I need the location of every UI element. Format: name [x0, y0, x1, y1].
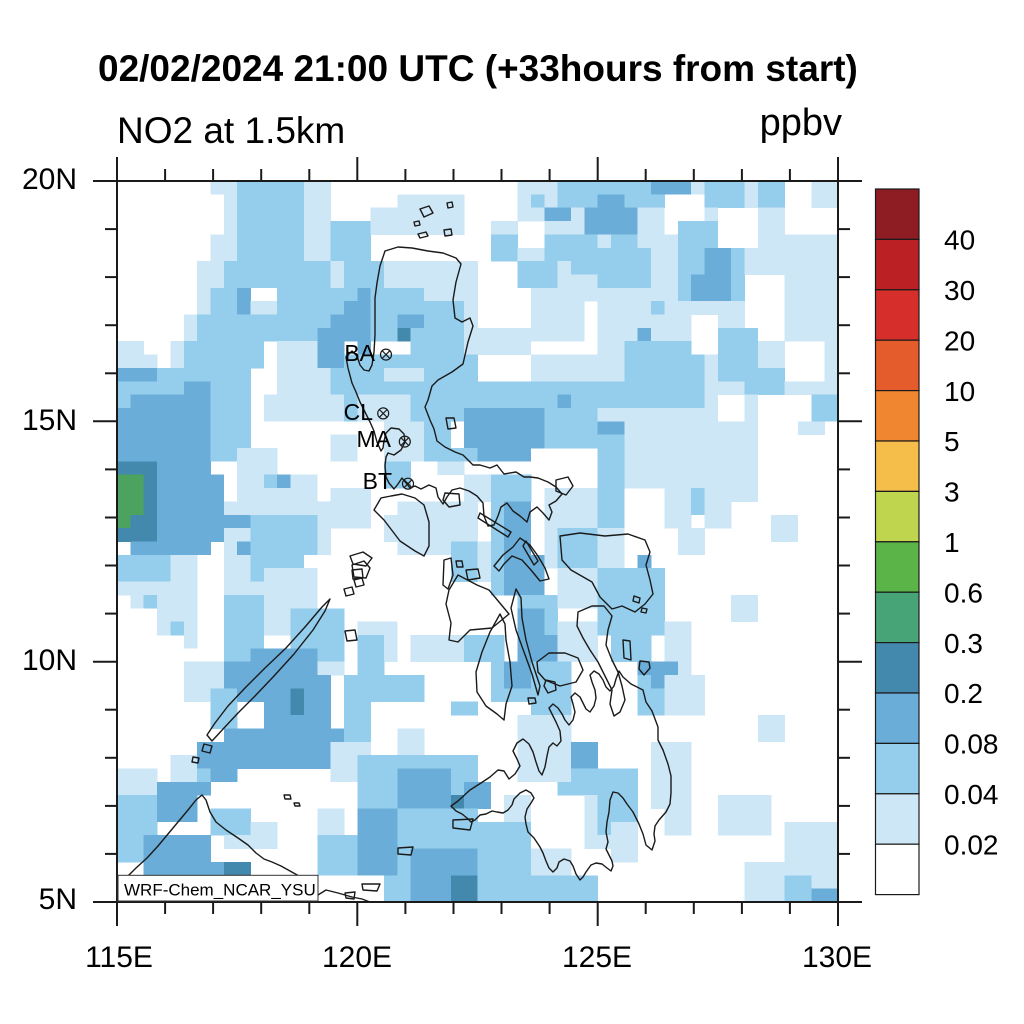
svg-text:20N: 20N [22, 163, 77, 196]
svg-text:15N: 15N [22, 404, 77, 437]
svg-text:10: 10 [944, 376, 975, 407]
svg-text:0.04: 0.04 [944, 779, 999, 810]
svg-text:125E: 125E [562, 941, 632, 974]
svg-text:130E: 130E [802, 941, 872, 974]
svg-text:30: 30 [944, 275, 975, 306]
svg-text:ppbv: ppbv [760, 102, 842, 144]
svg-text:0.2: 0.2 [944, 678, 983, 709]
svg-text:1: 1 [944, 527, 960, 558]
svg-text:0.02: 0.02 [944, 829, 999, 860]
svg-text:0.6: 0.6 [944, 577, 983, 608]
svg-text:10N: 10N [22, 644, 77, 677]
svg-text:MA: MA [357, 426, 392, 452]
svg-text:BT: BT [363, 468, 392, 494]
svg-text:5N: 5N [39, 883, 77, 916]
svg-text:02/02/2024 21:00 UTC (+33hours: 02/02/2024 21:00 UTC (+33hours from star… [98, 48, 858, 89]
svg-text:0.08: 0.08 [944, 729, 999, 760]
svg-text:120E: 120E [322, 941, 392, 974]
svg-text:NO2 at 1.5km: NO2 at 1.5km [117, 110, 345, 151]
svg-text:0.3: 0.3 [944, 628, 983, 659]
svg-text:BA: BA [344, 340, 375, 366]
svg-text:CL: CL [344, 399, 374, 425]
svg-text:40: 40 [944, 225, 975, 256]
svg-text:5: 5 [944, 426, 960, 457]
svg-text:3: 3 [944, 477, 960, 508]
svg-text:115E: 115E [85, 941, 153, 974]
svg-text:WRF-Chem_NCAR_YSU: WRF-Chem_NCAR_YSU [124, 881, 316, 900]
svg-text:20: 20 [944, 325, 975, 356]
